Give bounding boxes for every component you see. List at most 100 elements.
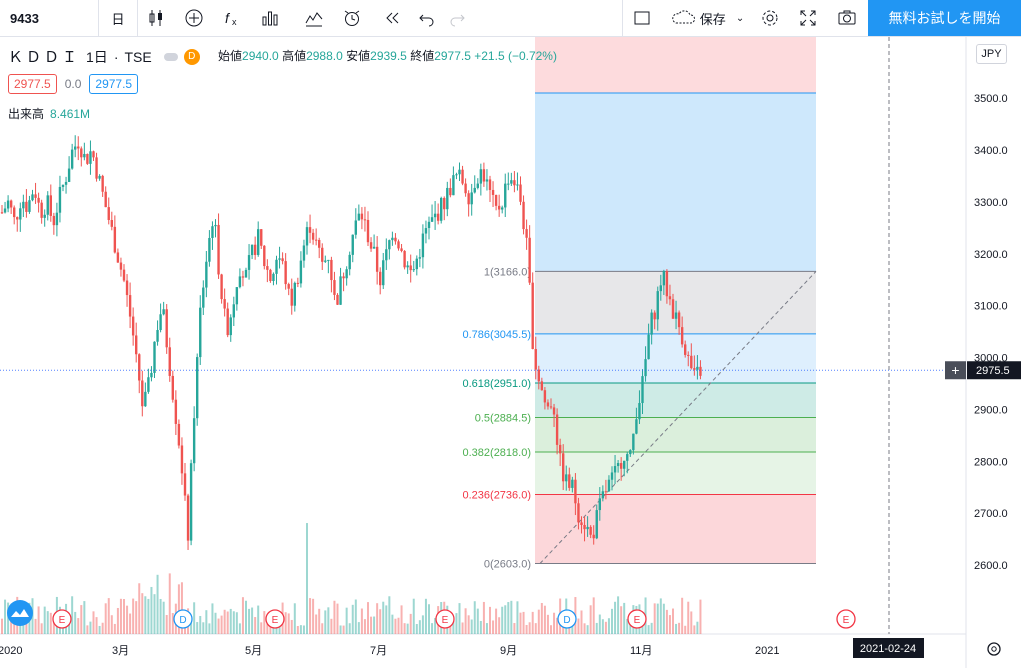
gear-icon[interactable] xyxy=(752,0,788,36)
volume-bar xyxy=(418,620,421,634)
candle-body xyxy=(22,201,25,209)
interval-button[interactable]: 日 xyxy=(111,11,125,27)
currency-badge[interactable]: JPY xyxy=(976,44,1007,64)
volume-bar xyxy=(208,623,211,634)
candle-body xyxy=(89,151,92,164)
fib-trend-line xyxy=(539,271,817,564)
data-source-badge: D xyxy=(183,48,200,65)
candle-body xyxy=(165,309,168,348)
candle-body xyxy=(635,419,638,434)
volume-bar xyxy=(141,593,144,634)
undo-icon[interactable] xyxy=(410,0,444,36)
volume-bar xyxy=(556,617,559,634)
earnings-marker xyxy=(265,609,285,629)
templates-icon[interactable] xyxy=(296,0,332,36)
volume-bar xyxy=(589,605,592,634)
candle-body xyxy=(113,226,117,253)
volume-bar xyxy=(214,612,217,634)
volume-bar xyxy=(52,622,55,634)
candle-body xyxy=(665,271,669,297)
save-button[interactable]: 保存 ⌄ xyxy=(664,0,750,36)
volume-bar xyxy=(684,625,687,634)
candle-body xyxy=(470,192,473,205)
candle-body xyxy=(366,219,370,243)
toolbar-divider xyxy=(98,0,99,36)
time-tick-label: 5月 xyxy=(245,645,262,657)
volume-legend: 出来高 8.461M xyxy=(8,105,90,122)
volume-bar xyxy=(34,618,37,634)
price-chart[interactable]: 1(3166.0) 0.786(3045.5) 0.618(2951.0) 0.5(2… xyxy=(0,37,1021,668)
fib-zone xyxy=(535,451,816,495)
volume-bar xyxy=(656,603,659,634)
candle-body xyxy=(555,414,559,445)
candle-body xyxy=(299,260,303,284)
volume-bar xyxy=(299,625,302,634)
candle-body xyxy=(290,288,293,306)
candle-body xyxy=(379,271,382,286)
candle-body xyxy=(238,276,242,288)
volume-bar xyxy=(89,621,92,634)
candle-body xyxy=(229,317,232,336)
candle-body xyxy=(77,146,80,149)
candle-body xyxy=(443,197,446,210)
candle-body xyxy=(342,276,345,279)
volume-bar xyxy=(379,609,382,634)
candle-body xyxy=(293,282,296,306)
candle-body xyxy=(314,239,318,241)
candle-body xyxy=(461,169,464,184)
candle-body xyxy=(598,498,601,511)
ask-price-box[interactable]: 2977.5 xyxy=(89,74,139,94)
volume-bar xyxy=(391,614,394,634)
alarm-clock-icon[interactable] xyxy=(334,0,370,36)
candle-body xyxy=(696,366,699,370)
candle-body xyxy=(269,269,272,282)
volume-bar xyxy=(675,623,678,634)
fullscreen-square-icon[interactable] xyxy=(624,0,660,36)
volume-bar xyxy=(357,622,360,634)
volume-bar xyxy=(293,603,296,634)
volume-bar xyxy=(571,620,574,634)
candle-style-icon[interactable] xyxy=(138,0,174,36)
candle-body xyxy=(424,228,428,234)
earnings-marker-label: E xyxy=(442,615,449,626)
candle-body xyxy=(214,224,217,227)
close-value: 2977.5 xyxy=(434,49,471,63)
redo-icon[interactable] xyxy=(440,0,474,36)
fib-level-label: 1(3166.0) xyxy=(484,266,531,278)
candle-body xyxy=(141,380,144,407)
volume-bar xyxy=(687,601,690,634)
expand-icon[interactable] xyxy=(790,0,826,36)
volume-bar xyxy=(287,613,290,634)
volume-bar xyxy=(367,602,369,634)
candle-body xyxy=(144,391,147,407)
volume-bar xyxy=(699,599,702,634)
chart-area[interactable]: 1(3166.0) 0.786(3045.5) 0.618(2951.0) 0.5(2… xyxy=(0,37,1021,668)
symbol-search-button[interactable]: 9433 xyxy=(10,10,39,26)
candle-body xyxy=(107,207,110,221)
indicators-plus-icon[interactable] xyxy=(176,0,212,36)
replay-icon[interactable] xyxy=(374,0,410,36)
volume-bar xyxy=(345,607,348,634)
camera-icon[interactable] xyxy=(829,0,865,36)
bar-chart-icon[interactable] xyxy=(252,0,288,36)
volume-bar xyxy=(412,598,415,634)
candle-body xyxy=(632,433,635,451)
candle-body xyxy=(677,312,681,328)
candle-body xyxy=(272,273,275,282)
volume-bar xyxy=(696,621,699,634)
earnings-marker-label: E xyxy=(272,615,279,626)
start-free-trial-button[interactable]: 無料お試しを開始 xyxy=(868,0,1021,36)
candle-body xyxy=(497,205,501,210)
volume-bar xyxy=(315,614,318,634)
candle-body xyxy=(330,259,333,281)
candle-body xyxy=(360,213,364,220)
volume-bar xyxy=(110,615,113,634)
bid-price-box[interactable]: 2977.5 xyxy=(8,74,57,94)
earnings-marker-label: E xyxy=(59,615,66,626)
volume-bar xyxy=(330,618,333,634)
candle-body xyxy=(519,184,522,202)
volume-bar xyxy=(321,623,324,634)
candle-body xyxy=(546,402,550,407)
volume-bar xyxy=(693,625,696,634)
